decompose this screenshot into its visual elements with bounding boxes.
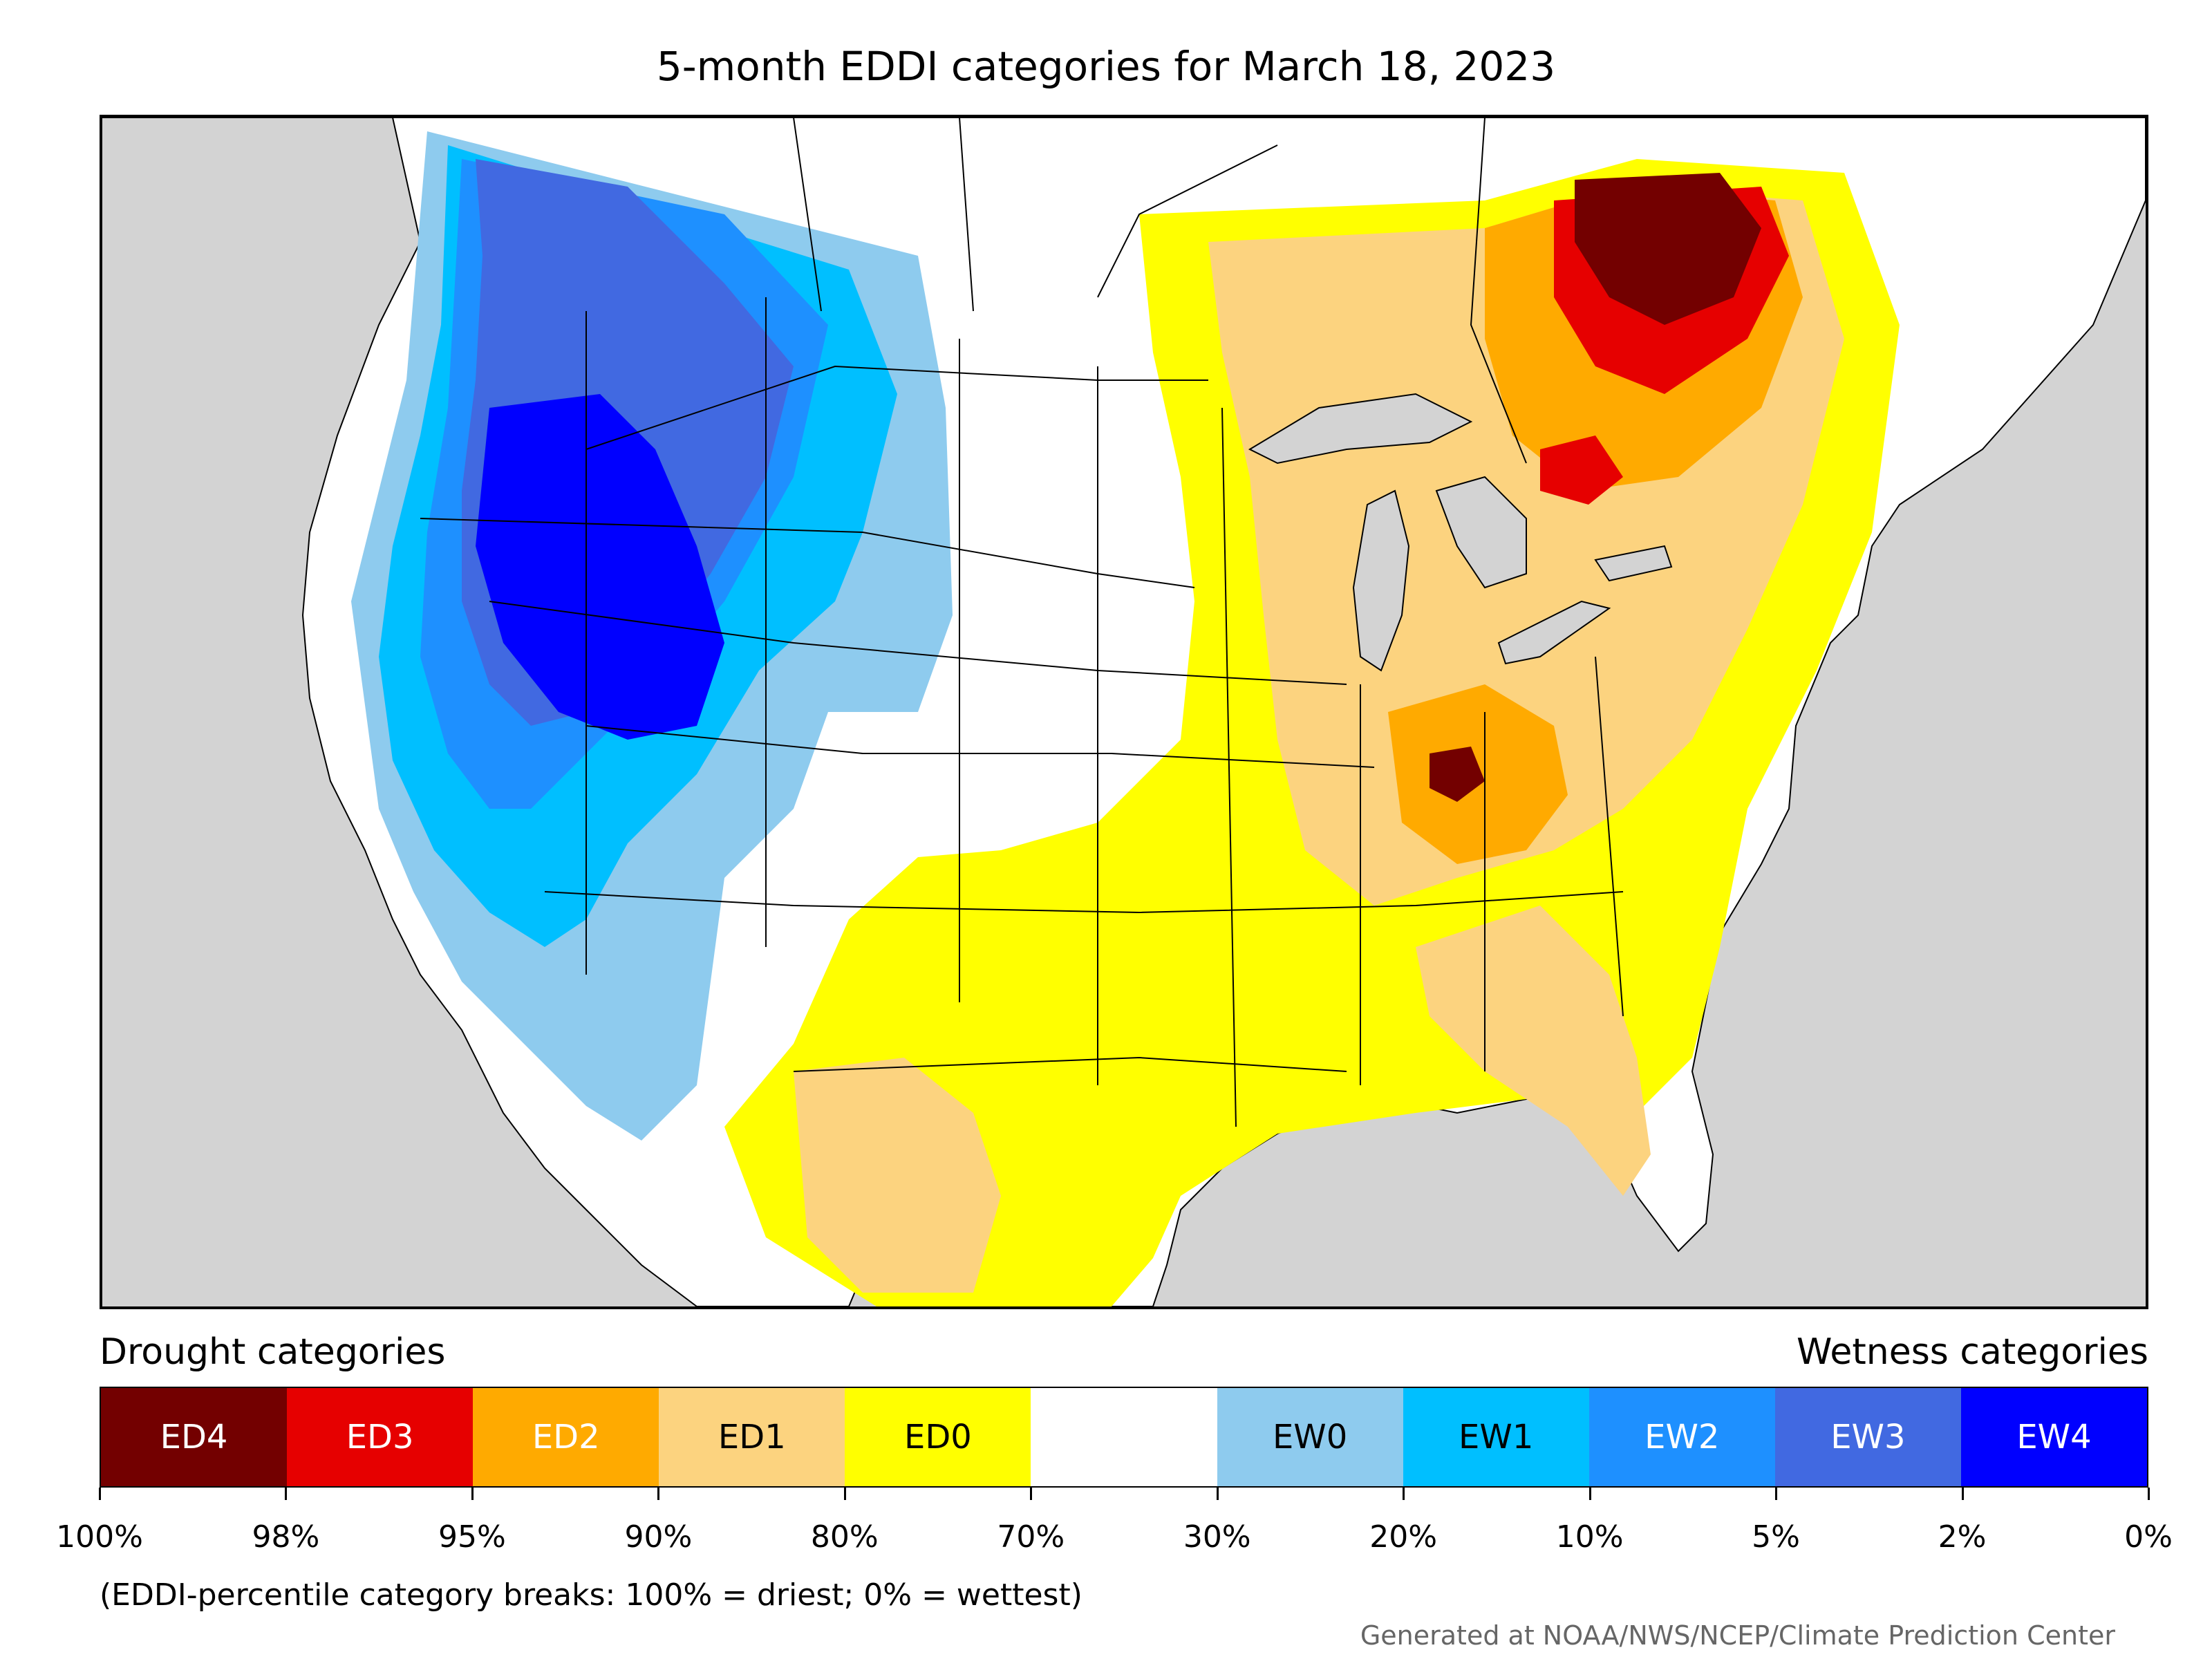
legend-cell-ed1: ED1 xyxy=(659,1388,845,1486)
legend-tick xyxy=(1588,1488,1591,1500)
legend-tick xyxy=(1961,1488,1964,1500)
legend-tick xyxy=(1775,1488,1778,1500)
lake-michigan xyxy=(1352,489,1410,672)
eddi-map xyxy=(102,118,2146,1306)
region-ed1-southwest xyxy=(794,1058,1001,1293)
lake-huron xyxy=(1435,476,1527,589)
legend-tick-label: 70% xyxy=(997,1519,1065,1555)
legend-tick-label: 30% xyxy=(1183,1519,1251,1555)
legend-cell-ed3: ED3 xyxy=(287,1388,474,1486)
legend-tick-label: 2% xyxy=(1938,1519,1987,1555)
legend-tick xyxy=(1216,1488,1219,1500)
region-ed1-southeast xyxy=(1416,906,1651,1196)
legend-tick-label: 0% xyxy=(2124,1519,2173,1555)
region-ed4-quebec xyxy=(1575,173,1761,325)
legend-tick-label: 20% xyxy=(1369,1519,1438,1555)
legend-colorbar: ED4 ED3 ED2 ED1 ED0 EW0 EW1 EW2 EW3 EW4 xyxy=(100,1387,2148,1488)
drought-heading: Drought categories xyxy=(100,1331,446,1373)
category-note: (EDDI-percentile category breaks: 100% =… xyxy=(100,1577,1082,1613)
credit-text: Generated at NOAA/NWS/NCEP/Climate Predi… xyxy=(1360,1620,2115,1651)
region-ed4-indiana xyxy=(1430,747,1485,802)
legend-tick-label: 95% xyxy=(438,1519,506,1555)
legend-tick-label: 98% xyxy=(252,1519,320,1555)
legend-tick-label: 100% xyxy=(56,1519,143,1555)
legend-cell-normal xyxy=(1031,1388,1217,1486)
legend-cell-ed2: ED2 xyxy=(473,1388,659,1486)
map-panel xyxy=(100,115,2148,1309)
region-ed3-michigan xyxy=(1540,435,1623,505)
legend-tick xyxy=(1403,1488,1405,1500)
legend-tick xyxy=(285,1488,288,1500)
wetness-heading: Wetness categories xyxy=(1797,1331,2148,1373)
lake-ontario xyxy=(1594,545,1673,582)
legend-cell-ew2: EW2 xyxy=(1588,1388,1775,1486)
legend-cell-ew0: EW0 xyxy=(1217,1388,1403,1486)
lake-erie xyxy=(1497,600,1611,665)
legend-tick xyxy=(657,1488,660,1500)
legend-tick xyxy=(99,1488,101,1500)
legend-tick-label: 5% xyxy=(1752,1519,1800,1555)
legend-tick xyxy=(1030,1488,1033,1500)
legend-tick-labels: 100% 98% 95% 90% 80% 70% 30% 20% 10% 5% 2% 0% xyxy=(56,1519,2173,1561)
state-boundaries xyxy=(420,118,1624,1127)
legend-tick-label: 10% xyxy=(1555,1519,1624,1555)
region-ew4-west xyxy=(476,394,724,740)
map-title: 5-month EDDI categories for March 18, 20… xyxy=(656,43,1556,90)
legend-tick-label: 90% xyxy=(624,1519,693,1555)
legend-tick-label: 80% xyxy=(810,1519,879,1555)
legend-tick xyxy=(2148,1488,2150,1500)
legend-cell-ew4: EW4 xyxy=(1960,1388,2148,1486)
legend-cell-ed4: ED4 xyxy=(101,1388,288,1486)
legend-cell-ew3: EW3 xyxy=(1774,1388,1961,1486)
legend-cell-ew1: EW1 xyxy=(1403,1388,1589,1486)
legend-tick xyxy=(471,1488,474,1500)
legend-ticks xyxy=(99,1488,2150,1501)
lake-superior xyxy=(1248,393,1473,465)
legend-cell-ed0: ED0 xyxy=(845,1388,1031,1486)
legend-tick xyxy=(843,1488,846,1500)
